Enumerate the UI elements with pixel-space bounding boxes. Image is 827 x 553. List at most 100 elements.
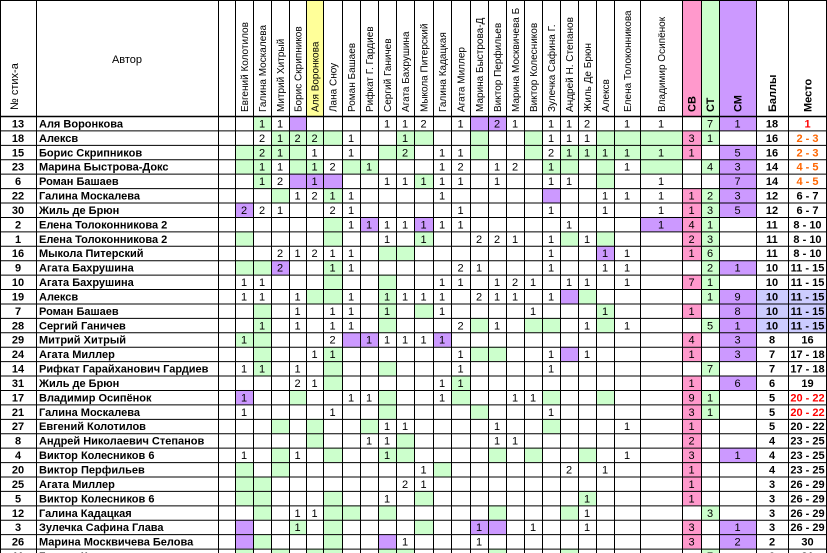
row-author: Виктор Перфильев — [39, 465, 145, 477]
vote-value: 1 — [384, 291, 390, 303]
vote-value: 1 — [624, 147, 630, 159]
cell-fill-green — [378, 274, 396, 290]
place-value: 8 - 10 — [793, 234, 821, 246]
cell-fill-green — [235, 462, 253, 477]
category-value: 1 — [688, 479, 694, 491]
points-value: 14 — [766, 176, 779, 188]
header-category-fill — [719, 0, 756, 116]
vote-value: 1 — [602, 465, 608, 477]
vote-value: 2 — [311, 191, 317, 203]
row-author: Виктор Колесников 6 — [39, 450, 154, 462]
vote-value: 2 — [566, 465, 572, 477]
points-value: 11 — [766, 248, 778, 260]
cell-fill-green — [614, 130, 640, 145]
voter-column-header: Сергий Ганичев — [383, 38, 394, 112]
row-author: Жиль де Брюн — [38, 378, 119, 390]
cell-fill-green — [378, 389, 396, 405]
category-column-header: СТ — [705, 97, 717, 112]
cell-fill-green — [306, 289, 323, 304]
vote-value: 1 — [420, 465, 426, 477]
cell-fill-green — [306, 130, 323, 145]
vote-value: 1 — [494, 291, 500, 303]
vote-value: 1 — [439, 147, 445, 159]
place-value: 6 - 7 — [796, 205, 818, 217]
cell-fill-violet — [640, 216, 682, 232]
points-value: 16 — [766, 147, 778, 159]
vote-value: 1 — [602, 191, 608, 203]
cell-fill-green — [596, 231, 614, 246]
place-value: 20 - 22 — [790, 407, 824, 419]
cell-fill-violet — [235, 519, 253, 535]
cell-fill-category — [682, 346, 701, 362]
vote-value: 1 — [277, 147, 283, 159]
cell-fill-violet — [271, 260, 289, 275]
category-value: 7 — [688, 277, 694, 289]
vote-value: 1 — [439, 392, 445, 404]
vote-value: 1 — [420, 291, 426, 303]
vote-value: 1 — [584, 349, 590, 361]
category-value: 7 — [707, 118, 713, 130]
cell-fill-green — [289, 389, 306, 405]
row-author: Аля Воронкова — [39, 118, 124, 130]
cell-fill-green — [542, 389, 560, 405]
category-value: 3 — [707, 508, 713, 520]
cell-fill-violet — [596, 245, 614, 261]
row-number: 5 — [15, 493, 21, 505]
row-number: 12 — [12, 508, 24, 520]
vote-value: 1 — [311, 176, 317, 188]
vote-value: 2 — [420, 118, 426, 130]
cell-fill-green — [378, 144, 396, 160]
voter-column-header: Борис Скрипников — [294, 26, 305, 112]
vote-value: 1 — [624, 248, 630, 260]
vote-value: 1 — [439, 306, 445, 318]
vote-value: 1 — [348, 147, 354, 159]
points-value: 11 — [766, 219, 778, 231]
row-author: Агата Миллер — [39, 349, 115, 361]
vote-value: 1 — [384, 176, 390, 188]
vote-value: 1 — [348, 291, 354, 303]
cell-fill-green — [253, 361, 271, 376]
vote-value: 1 — [348, 248, 354, 260]
voter-column-header: Агата Бахрушина — [401, 31, 412, 112]
row-number: 31 — [12, 378, 24, 390]
voter-column-header: Аля Воронкова — [311, 41, 322, 112]
cell-fill-green — [396, 447, 414, 463]
cell-fill-green — [253, 476, 271, 491]
cell-fill-green — [253, 260, 271, 275]
category-value: 1 — [688, 378, 694, 390]
cell-fill-category — [682, 216, 701, 232]
cell-fill-green — [640, 130, 682, 145]
cell-fill-green — [323, 231, 342, 246]
vote-value: 1 — [512, 291, 518, 303]
cell-fill-green — [323, 490, 342, 506]
vote-value: 1 — [658, 219, 664, 231]
vote-value: 1 — [530, 306, 536, 318]
place-value: 11 - 15 — [791, 277, 825, 289]
cell-fill-category — [682, 274, 701, 290]
cell-fill-category — [719, 534, 756, 549]
category-value: 5 — [734, 147, 740, 159]
cell-fill-green — [306, 159, 323, 174]
cell-fill-green — [596, 130, 614, 145]
vote-value: 1 — [402, 537, 408, 549]
place-value: 4 - 5 — [796, 176, 818, 188]
cell-fill-violet — [235, 534, 253, 549]
row-number: 19 — [12, 291, 24, 303]
cell-fill-green — [253, 116, 271, 131]
vote-value: 2 — [294, 133, 300, 145]
voter-column-header: Елена Толоконникова — [623, 10, 634, 112]
category-value: 3 — [734, 191, 740, 203]
cell-fill-category — [682, 202, 701, 217]
vote-value: 1 — [548, 205, 554, 217]
vote-value: 1 — [329, 306, 335, 318]
category-value: 1 — [707, 219, 713, 231]
cell-fill-green — [578, 144, 596, 160]
place-value: 17 - 18 — [790, 364, 824, 376]
cell-fill-green — [560, 231, 578, 246]
cell-fill-highlight — [756, 303, 827, 318]
header-category-fill — [682, 0, 701, 116]
voter-column-header: Жиль Де Брюн — [583, 43, 594, 112]
vote-value: 1 — [548, 407, 554, 419]
cell-fill-green — [235, 476, 253, 491]
cell-fill-category — [701, 116, 719, 131]
